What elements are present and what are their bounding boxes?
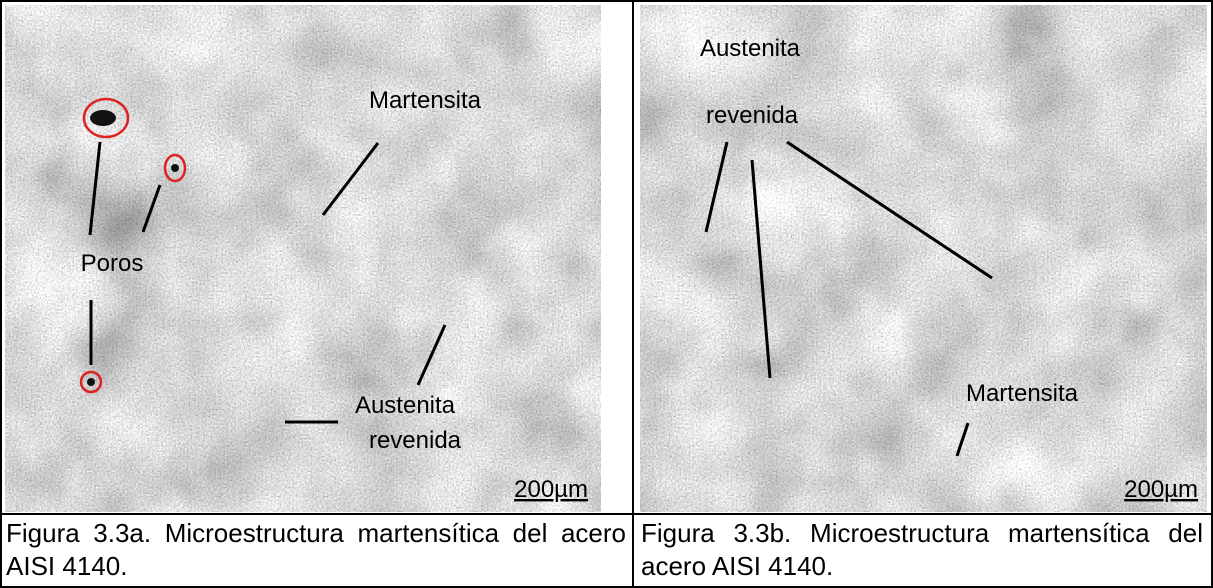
label: Austenita [355,392,456,419]
caption: Figura 3.3b. Microestructura martensític… [641,517,1203,583]
label: revenida [369,427,462,454]
micrograph-b [640,5,1207,512]
label: Austenita [700,35,801,62]
scale-bar: 200µm [1124,476,1198,503]
page: Martensita Poros Austenita revenida 200µ… [0,0,1213,588]
label: Poros [81,250,144,277]
label: Martensita [369,87,482,114]
label: Martensita [966,380,1079,407]
label: revenida [706,102,799,129]
caption: Figura 3.3a. Microestructura martensític… [6,517,626,583]
scale-bar: 200µm [514,476,588,503]
figure-table: Martensita Poros Austenita revenida 200µ… [0,0,1213,588]
